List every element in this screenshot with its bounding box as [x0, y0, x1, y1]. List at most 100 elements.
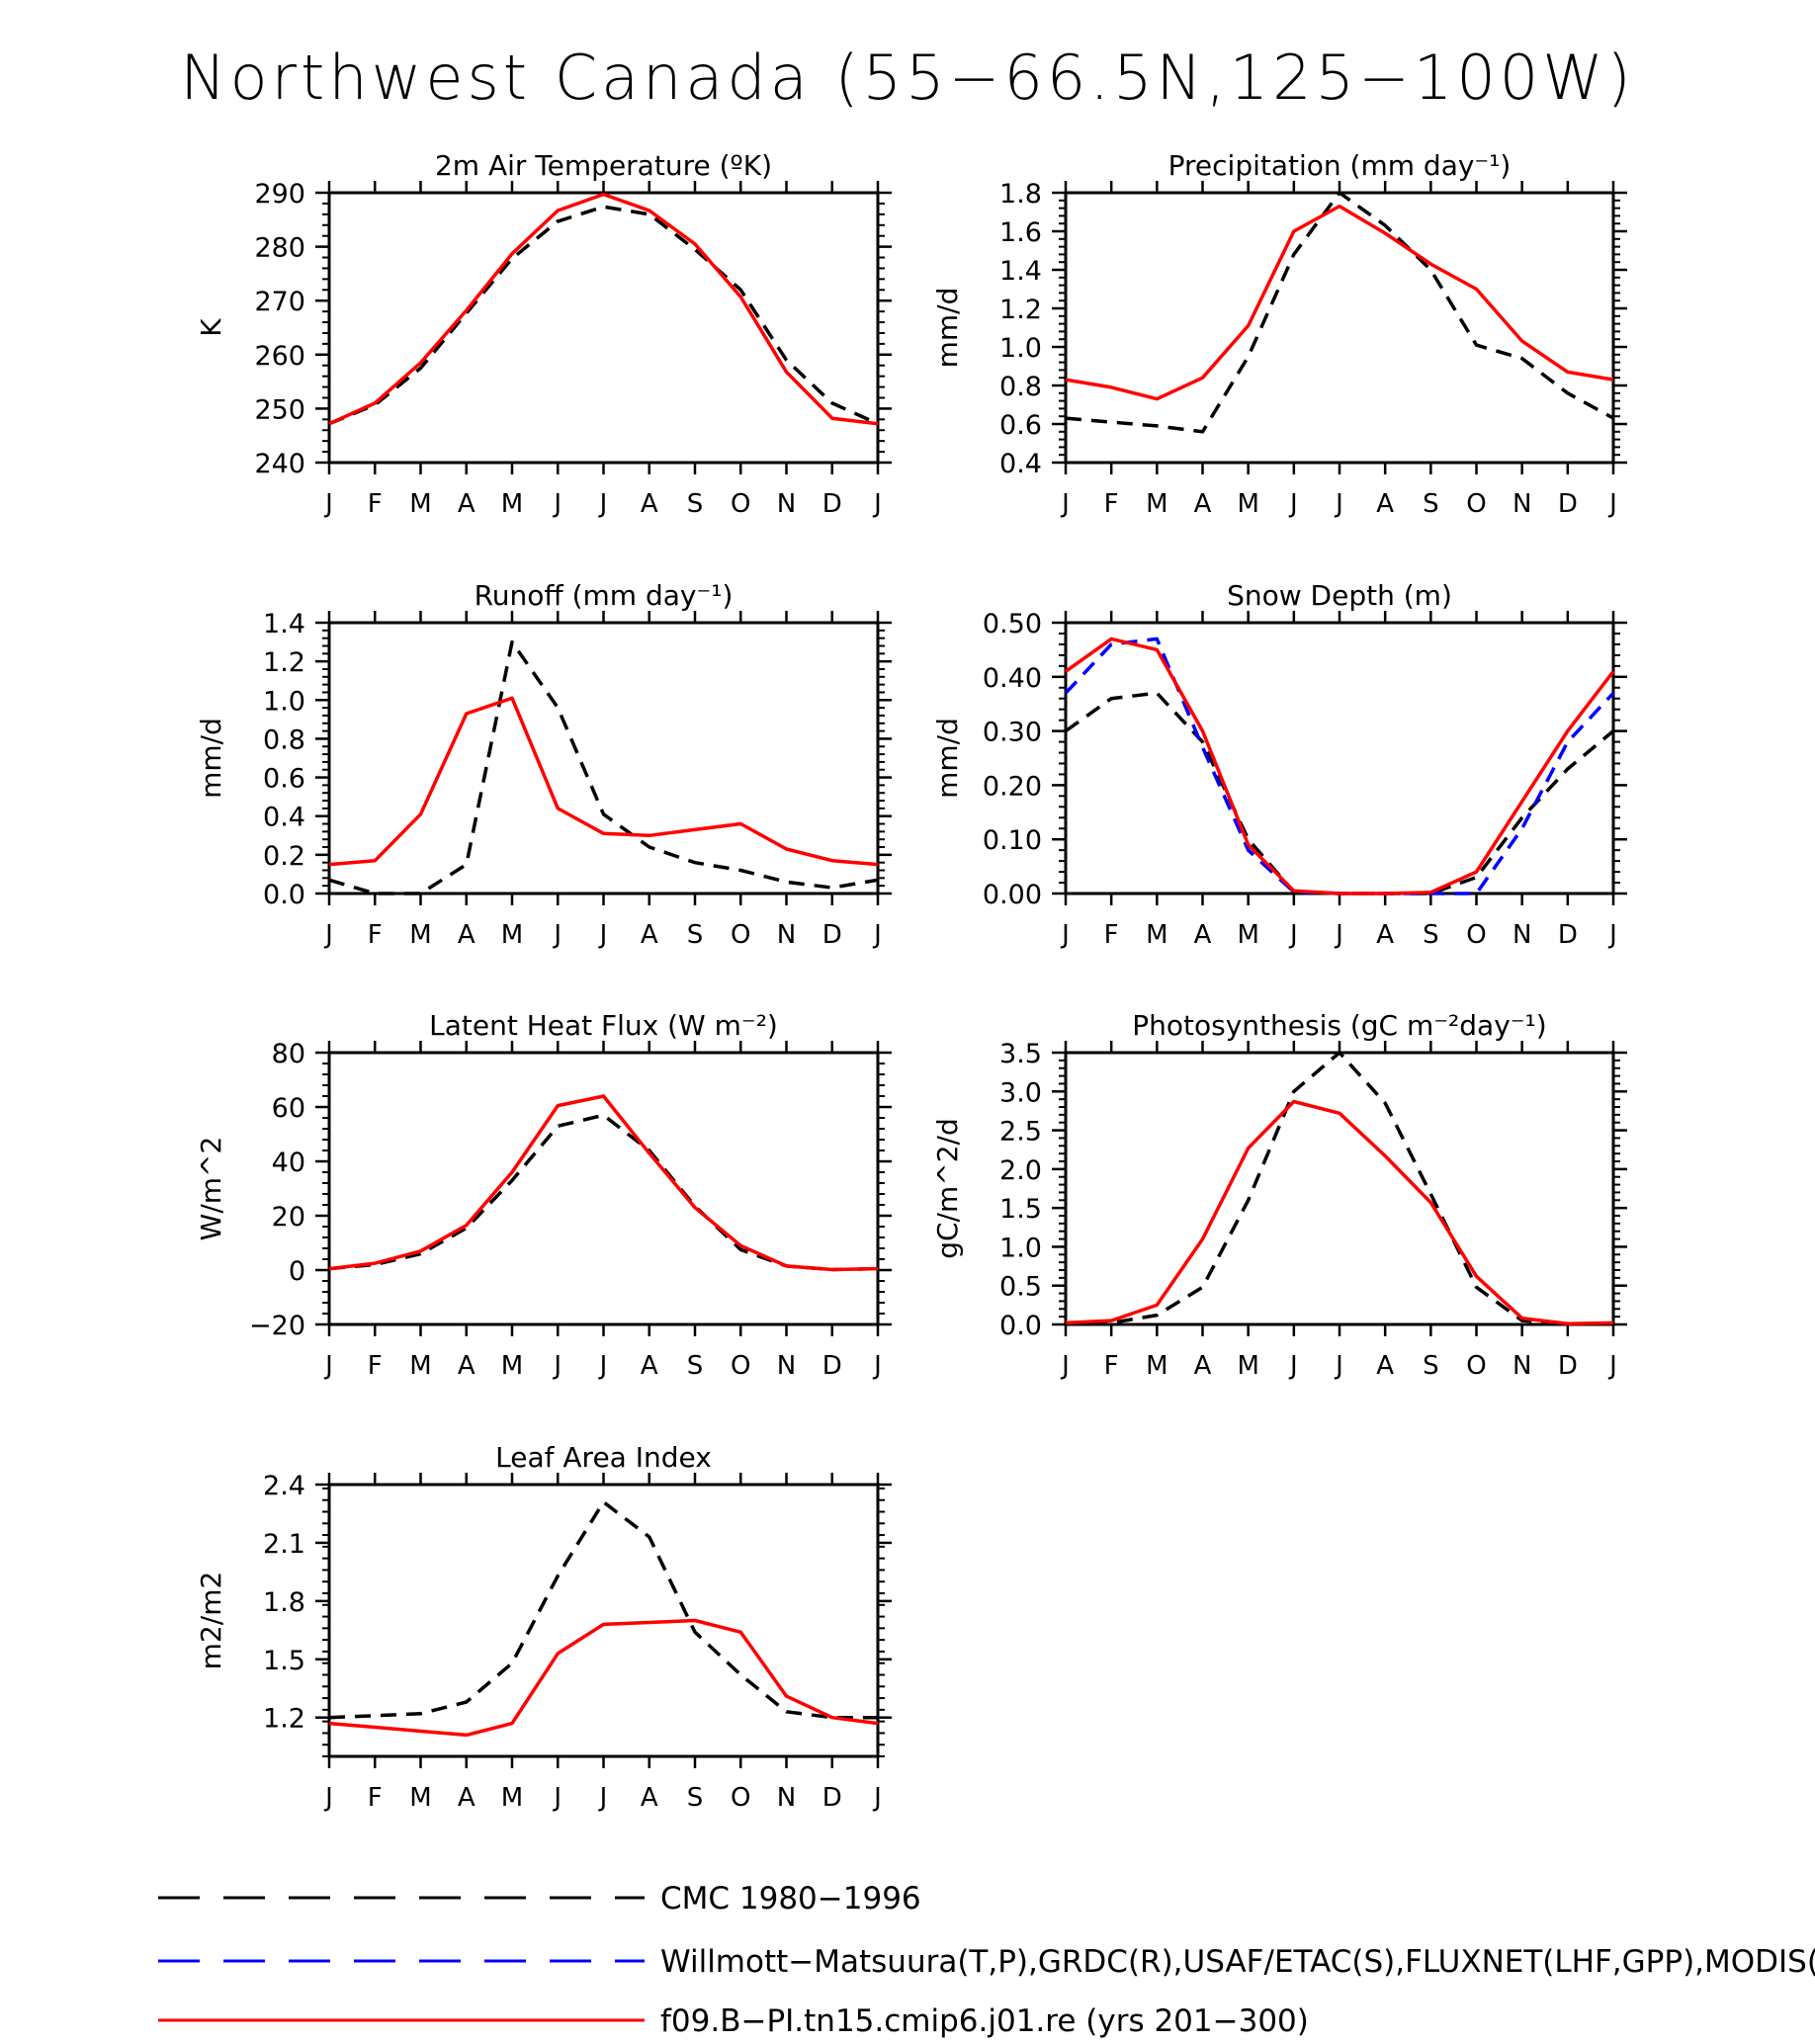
y-tick-label: 0.50 [983, 609, 1042, 639]
x-tick-label: M [501, 1351, 523, 1381]
x-tick-label: J [1288, 1351, 1298, 1381]
x-tick-label: M [1146, 920, 1167, 950]
x-tick-label: A [1376, 489, 1394, 519]
plot-frame [1064, 191, 1615, 465]
x-tick-label: S [687, 489, 704, 519]
y-tick-label: 250 [254, 394, 305, 425]
series-line-1 [1064, 691, 1615, 895]
chart-panel-5: Latent Heat Flux (W m⁻²)J F M A M J J A S O N D J−20… [195, 1009, 892, 1381]
x-tick-label: J [872, 1783, 882, 1813]
x-tick-label: J [1607, 1351, 1617, 1381]
y-tick-label: 1.5 [263, 1646, 305, 1676]
x-tick-label: J [1288, 920, 1298, 950]
plot-frame [327, 1051, 880, 1326]
legend: CMC 1980−1996 Willmott−Matsuura(T,P),GRDC… [158, 1881, 1815, 2039]
y-tick-label: 0.2 [263, 841, 305, 872]
x-tick-label: J [1060, 1351, 1070, 1381]
y-tick-label: 260 [254, 341, 305, 372]
y-tick-label: 280 [254, 233, 305, 264]
x-tick-label: D [1558, 920, 1578, 950]
x-tick-label: M [1146, 1351, 1167, 1381]
x-tick-label: J [1607, 489, 1617, 519]
x-tick-label: N [1512, 1351, 1531, 1381]
x-tick-label: D [822, 920, 842, 950]
x-tick-label: A [1376, 920, 1394, 950]
x-tick-label: N [777, 1783, 796, 1813]
legend-label-3: f09.B−PI.tn15.cmip6.j01.re (yrs 201−300) [660, 2003, 1309, 2039]
x-tick-label: F [368, 489, 383, 519]
x-tick-label: S [687, 920, 704, 950]
x-tick-label: N [1512, 920, 1531, 950]
y-tick-label: 270 [254, 287, 305, 317]
x-tick-label: J [552, 1351, 562, 1381]
series-line-2 [328, 1618, 879, 1738]
y-axis-label: gC/m^2/d [931, 1118, 964, 1259]
y-axis-label: mm/d [931, 288, 964, 369]
y-tick-label: 1.2 [263, 1704, 305, 1735]
chart-panel-6: Photosynthesis (gC m⁻²day⁻¹)J F M A M J J A S O N D… [931, 1009, 1627, 1381]
x-tick-label: M [501, 1783, 523, 1813]
x-tick-label: D [1558, 489, 1578, 519]
y-axis-label: mm/d [931, 718, 964, 799]
x-tick-label: O [1466, 489, 1486, 519]
x-tick-label: J [872, 489, 882, 519]
y-tick-label: 1.2 [999, 295, 1042, 325]
x-tick-label: J [1334, 920, 1343, 950]
page-title: Northwest Canada (55−66.5N,125−100W) [180, 42, 1635, 114]
x-tick-label: J [872, 920, 882, 950]
y-tick-label: 3.0 [999, 1077, 1042, 1108]
chart-title: Runoff (mm day⁻¹) [475, 579, 734, 612]
x-tick-label: J [1060, 489, 1070, 519]
x-tick-label: S [687, 1351, 704, 1381]
y-tick-label: 0.5 [999, 1272, 1042, 1303]
y-tick-label: 0.0 [263, 880, 305, 910]
x-tick-label: J [1288, 489, 1298, 519]
y-tick-label: 0 [289, 1256, 305, 1287]
x-tick-label: O [731, 489, 750, 519]
x-tick-label: F [368, 1351, 383, 1381]
x-tick-label: J [598, 489, 608, 519]
x-tick-label: A [641, 1351, 658, 1381]
x-tick-label: J [872, 1351, 882, 1381]
y-axis-label: K [195, 318, 227, 337]
x-tick-label: M [1237, 489, 1258, 519]
y-tick-label: 0.40 [983, 663, 1042, 694]
chart-title: Snow Depth (m) [1227, 579, 1452, 612]
y-tick-label: 0.8 [999, 372, 1042, 402]
x-tick-label: M [1237, 1351, 1258, 1381]
x-tick-label: J [1607, 920, 1617, 950]
y-tick-label: 290 [254, 179, 305, 210]
y-tick-label: 20 [272, 1202, 305, 1233]
y-tick-label: 2.1 [263, 1529, 305, 1560]
x-tick-label: S [1423, 920, 1439, 950]
x-tick-label: J [598, 920, 608, 950]
chart-title: Photosynthesis (gC m⁻²day⁻¹) [1132, 1009, 1546, 1042]
plot-frame [327, 191, 880, 465]
x-tick-label: O [731, 1351, 750, 1381]
x-tick-label: A [641, 1783, 658, 1813]
y-axis-label: mm/d [195, 718, 227, 799]
y-tick-label: 240 [254, 449, 305, 479]
x-tick-label: F [1104, 1351, 1119, 1381]
x-tick-label: J [552, 1783, 562, 1813]
x-tick-label: F [1104, 920, 1119, 950]
y-tick-label: 1.0 [999, 1233, 1042, 1263]
x-tick-label: M [409, 1351, 431, 1381]
y-tick-label: 1.0 [263, 686, 305, 717]
x-tick-label: N [777, 489, 796, 519]
x-tick-label: J [598, 1783, 608, 1813]
x-tick-label: F [368, 1783, 383, 1813]
plot-frame [1064, 621, 1615, 895]
series-line-1 [328, 1113, 879, 1272]
x-tick-label: A [1376, 1351, 1394, 1381]
x-tick-label: M [1146, 489, 1167, 519]
x-tick-label: A [1194, 489, 1212, 519]
y-tick-label: 60 [272, 1093, 305, 1124]
x-tick-label: A [458, 920, 475, 950]
x-tick-label: A [641, 920, 658, 950]
y-tick-label: 1.0 [999, 333, 1042, 364]
x-tick-label: N [1512, 489, 1531, 519]
x-tick-label: O [731, 920, 750, 950]
x-tick-label: A [458, 489, 475, 519]
